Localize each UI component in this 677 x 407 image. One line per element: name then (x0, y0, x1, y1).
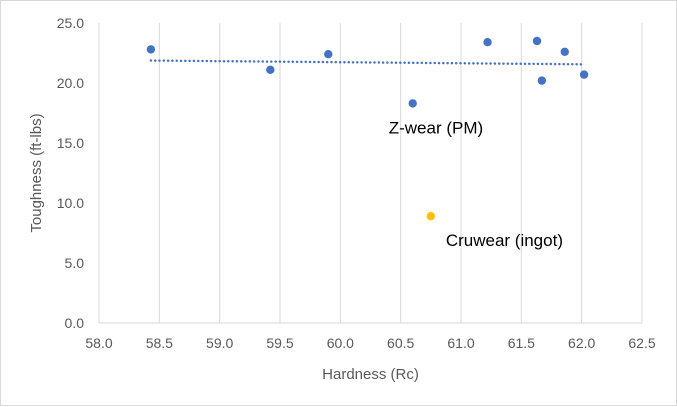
annotation-label: Cruwear (ingot) (446, 231, 563, 250)
data-point (426, 212, 436, 221)
x-tick-label: 59.0 (206, 335, 233, 351)
x-axis-title: Hardness (Rc) (322, 366, 419, 383)
y-tick-label: 10.0 (57, 195, 84, 211)
y-tick-label: 5.0 (65, 255, 85, 271)
x-tick-label: 59.5 (266, 335, 293, 351)
data-point (483, 38, 492, 47)
trendline (149, 59, 586, 66)
x-tick-label: 60.0 (327, 335, 354, 351)
data-point (266, 65, 275, 75)
data-point (324, 50, 333, 59)
data-point (532, 36, 542, 46)
y-tick-labels: 0.0 5.0 10.0 15.0 20.0 25.0 (57, 15, 84, 331)
annotations: Z-wear (PM) Cruwear (ingot) (389, 118, 563, 250)
x-tick-labels: 58.0 58.5 59.0 59.5 60.0 60.5 61.0 61.5 62.0 62.5 (85, 335, 655, 351)
gridlines (98, 23, 643, 324)
data-point (537, 76, 547, 85)
x-tick-label: 58.5 (146, 335, 173, 351)
y-tick-label: 25.0 (57, 15, 84, 31)
x-tick-label: 61.0 (447, 335, 474, 351)
data-point (579, 70, 589, 79)
y-tick-label: 20.0 (57, 75, 84, 91)
y-axis-title: Toughness (ft-lbs) (28, 113, 45, 232)
data-point (408, 99, 417, 108)
y-tick-label: 0.0 (65, 315, 85, 331)
data-points (146, 36, 589, 221)
x-tick-label: 58.0 (85, 335, 112, 351)
x-tick-label: 62.0 (568, 335, 595, 351)
trendline-layer (149, 59, 586, 66)
annotation-label: Z-wear (PM) (389, 118, 483, 137)
x-tick-label: 60.5 (387, 335, 414, 351)
data-point (560, 47, 569, 56)
data-point (146, 45, 156, 54)
y-tick-label: 15.0 (57, 135, 84, 151)
x-tick-label: 62.5 (628, 335, 655, 351)
x-tick-label: 61.5 (508, 335, 535, 351)
